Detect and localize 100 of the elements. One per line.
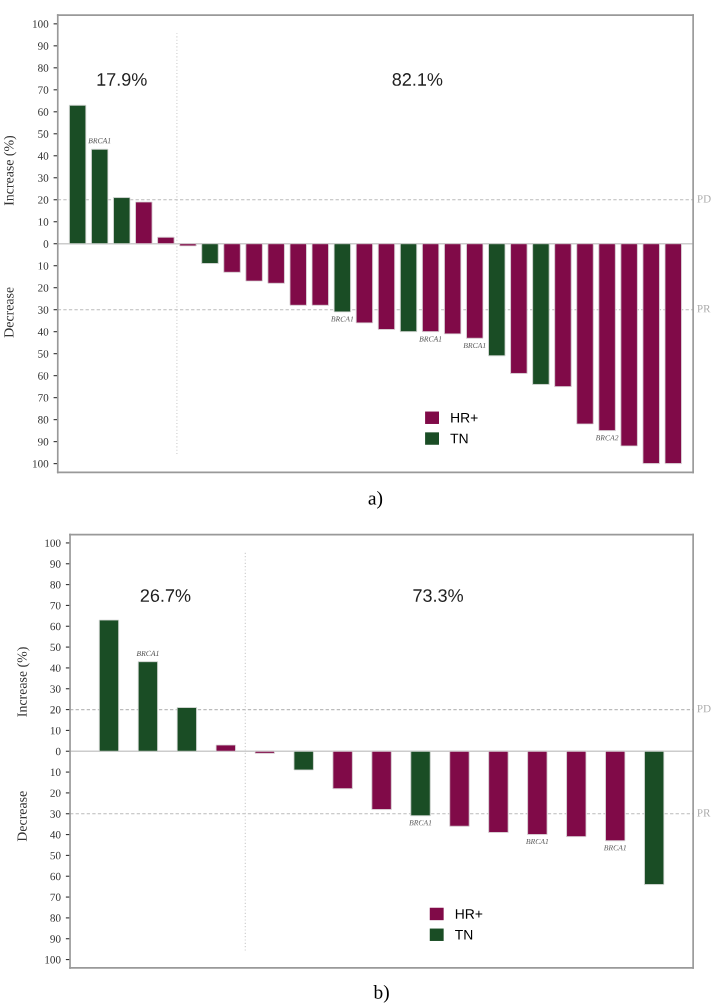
y-tick-label: 30 bbox=[38, 306, 49, 314]
y-tick-label: 100 bbox=[45, 956, 61, 964]
y-axis-title: Increase (%) bbox=[17, 647, 30, 717]
y-tick-label: 80 bbox=[50, 914, 61, 922]
y-tick-label: 100 bbox=[45, 539, 61, 547]
y-tick-label: 50 bbox=[50, 643, 61, 652]
bar bbox=[245, 243, 263, 282]
ref-line-label: PR bbox=[697, 809, 711, 817]
legend-label: HR+ bbox=[455, 909, 483, 919]
y-tick-label: 100 bbox=[33, 20, 49, 28]
y-tick-label: 10 bbox=[50, 768, 61, 777]
bar bbox=[466, 243, 484, 339]
bar bbox=[98, 619, 120, 752]
y-tick-label: 40 bbox=[37, 152, 49, 160]
bar bbox=[333, 243, 352, 313]
bar bbox=[157, 236, 175, 245]
bar bbox=[176, 707, 198, 752]
bar bbox=[223, 243, 241, 273]
bar bbox=[179, 243, 197, 247]
y-tick-label: 100 bbox=[33, 460, 49, 468]
y-tick-label: 40 bbox=[50, 664, 61, 672]
text: b) bbox=[373, 985, 389, 1003]
y-tick-label: 20 bbox=[50, 789, 61, 797]
ref-line-label: PD bbox=[697, 195, 711, 203]
y-tick-label: 60 bbox=[38, 372, 49, 380]
y-tick-label: 70 bbox=[38, 86, 49, 94]
bar bbox=[215, 744, 236, 752]
y-tick-label: 90 bbox=[37, 42, 49, 50]
bar bbox=[311, 243, 329, 306]
bar bbox=[421, 243, 440, 333]
bar bbox=[377, 243, 396, 330]
y-tick-label: 90 bbox=[37, 438, 49, 446]
y-tick-label: 10 bbox=[50, 726, 61, 735]
y-tick-label: 50 bbox=[50, 851, 61, 860]
y-tick-label: 70 bbox=[50, 893, 61, 902]
y-tick-label: 40 bbox=[37, 328, 49, 336]
y-tick-label: 30 bbox=[38, 174, 49, 182]
bar bbox=[293, 750, 314, 771]
y-tick-label: 60 bbox=[38, 108, 49, 116]
bar bbox=[644, 750, 665, 885]
bar bbox=[267, 243, 285, 284]
y-tick-label: 20 bbox=[50, 706, 61, 714]
bar bbox=[371, 750, 392, 810]
y-tick-label: 90 bbox=[50, 560, 61, 568]
ref-line-label: PD bbox=[697, 704, 711, 713]
bar bbox=[642, 243, 660, 465]
bar bbox=[532, 243, 550, 385]
y-tick-label: 30 bbox=[50, 685, 61, 693]
bar bbox=[605, 750, 626, 842]
bar bbox=[576, 243, 594, 425]
bar bbox=[443, 243, 462, 335]
bar bbox=[566, 750, 587, 838]
bar bbox=[598, 243, 616, 432]
y-tick-label: 20 bbox=[38, 284, 49, 292]
text: a) bbox=[368, 491, 383, 509]
y-tick-label: 80 bbox=[38, 64, 49, 72]
text: Decrease bbox=[4, 287, 14, 338]
y-tick-label: 70 bbox=[50, 601, 61, 610]
annotation: 73.3% bbox=[413, 589, 463, 602]
bar bbox=[488, 750, 509, 833]
annotation: 82.1% bbox=[392, 73, 443, 86]
legend-label: TN bbox=[455, 929, 473, 940]
bar bbox=[664, 243, 682, 465]
y-tick-label: 50 bbox=[38, 350, 49, 358]
y-tick-label: 0 bbox=[55, 747, 61, 756]
bar bbox=[620, 243, 638, 447]
bar bbox=[201, 243, 219, 264]
bar bbox=[289, 243, 307, 306]
bar bbox=[137, 661, 159, 752]
y-tick-label: 60 bbox=[50, 872, 61, 881]
annotation: 17.9% bbox=[97, 73, 147, 86]
y-tick-label: 50 bbox=[38, 130, 49, 138]
y-tick-label: 80 bbox=[50, 581, 61, 589]
text: Decrease bbox=[17, 791, 27, 842]
bar bbox=[135, 201, 153, 245]
bar bbox=[554, 243, 572, 388]
y-tick-label: 10 bbox=[38, 218, 49, 226]
bar bbox=[113, 197, 131, 245]
y-axis-title: Increase (%) bbox=[3, 135, 17, 206]
bar bbox=[332, 750, 353, 790]
bar bbox=[488, 243, 506, 357]
bar bbox=[355, 243, 374, 324]
y-tick-label: 90 bbox=[50, 935, 61, 943]
bar bbox=[90, 148, 109, 245]
bar bbox=[68, 104, 87, 245]
legend-label: HR+ bbox=[451, 412, 478, 423]
y-tick-label: 70 bbox=[38, 394, 49, 402]
y-tick-label: 20 bbox=[38, 196, 49, 204]
bar bbox=[410, 750, 431, 817]
bar bbox=[449, 750, 470, 827]
ref-line-label: PR bbox=[697, 305, 711, 313]
y-tick-label: 0 bbox=[43, 240, 49, 248]
y-tick-label: 40 bbox=[50, 831, 61, 839]
legend-label: TN bbox=[450, 433, 468, 444]
y-tick-label: 10 bbox=[38, 262, 49, 270]
bar bbox=[527, 750, 548, 835]
bar bbox=[254, 750, 275, 754]
bar bbox=[399, 243, 418, 333]
y-tick-label: 30 bbox=[50, 810, 61, 818]
annotation: 26.7% bbox=[140, 589, 191, 602]
